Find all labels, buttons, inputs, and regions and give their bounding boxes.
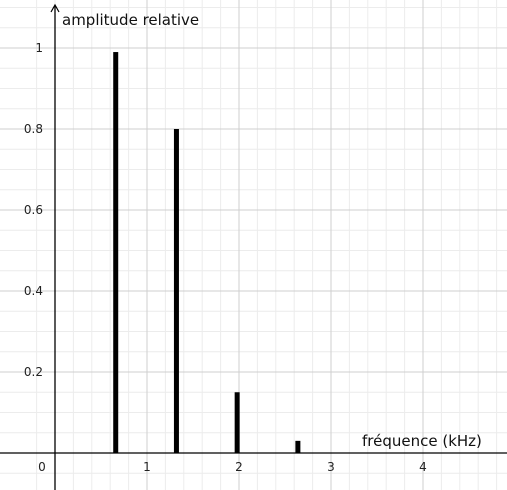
x-tick-label: 2 xyxy=(235,460,243,474)
y-axis-arrow-icon xyxy=(50,3,60,13)
y-tick-label: 0.4 xyxy=(24,284,43,298)
bar xyxy=(113,52,119,454)
bar-series xyxy=(113,52,301,454)
x-tick-label: 3 xyxy=(327,460,335,474)
y-tick-labels: 0.2 0.4 0.6 0.8 1 xyxy=(24,41,43,379)
x-tick-label: 0 xyxy=(38,460,46,474)
x-tick-label: 4 xyxy=(419,460,427,474)
bar xyxy=(173,129,179,453)
bar xyxy=(234,392,240,453)
x-tick-label: 1 xyxy=(143,460,151,474)
x-axis-title: fréquence (kHz) xyxy=(362,432,482,450)
y-tick-label: 0.2 xyxy=(24,365,43,379)
x-tick-labels: 0 1 2 3 4 xyxy=(38,460,427,474)
bar xyxy=(295,440,301,453)
y-tick-label: 1 xyxy=(35,41,43,55)
y-tick-label: 0.8 xyxy=(24,122,43,136)
y-tick-label: 0.6 xyxy=(24,203,43,217)
axes xyxy=(0,3,507,490)
y-axis-title: amplitude relative xyxy=(62,11,199,29)
